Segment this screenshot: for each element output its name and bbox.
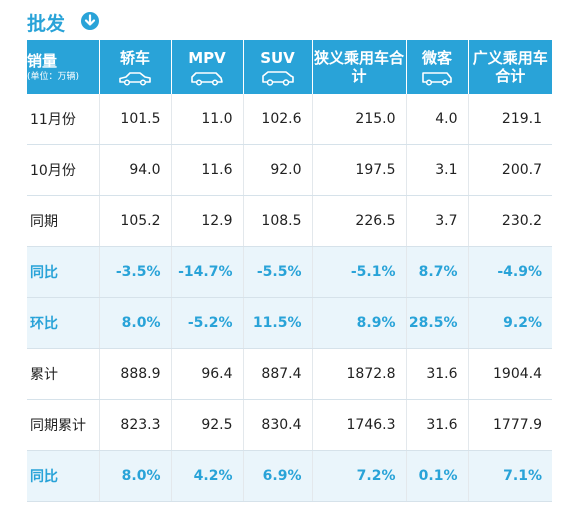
table-row: 11月份 101.5 11.0 102.6 215.0 4.0 219.1	[27, 94, 552, 145]
table-cell: 1872.8	[312, 348, 407, 400]
table-cell: 8.7%	[406, 246, 469, 298]
table-cell: 11.6	[171, 144, 244, 196]
table-row: 同期 105.2 12.9 108.5 226.5 3.7 230.2	[27, 195, 552, 247]
table-cell: 219.1	[468, 94, 552, 145]
table-cell: 823.3	[99, 399, 172, 451]
table-cell: 1904.4	[468, 348, 552, 400]
row-label: 同期累计	[27, 399, 100, 451]
header-label-cell: 销量 (单位：万辆)	[27, 40, 100, 94]
table-cell: 7.1%	[468, 450, 552, 502]
table-cell: 101.5	[99, 94, 172, 145]
table-cell: 108.5	[243, 195, 313, 247]
table-cell: 8.0%	[99, 297, 172, 349]
table-cell: 11.5%	[243, 297, 313, 349]
table-row: 环比 8.0% -5.2% 11.5% 8.9% 28.5% 9.2%	[27, 297, 552, 349]
car-icon	[119, 71, 151, 86]
table-cell: 7.2%	[312, 450, 407, 502]
table-cell: -4.9%	[468, 246, 552, 298]
table-cell: 9.2%	[468, 297, 552, 349]
table-cell: 4.0	[406, 94, 469, 145]
table-cell: -3.5%	[99, 246, 172, 298]
row-label: 同期	[27, 195, 100, 247]
row-label: 累计	[27, 348, 100, 400]
row-label: 同比	[27, 246, 100, 298]
mpv-icon	[191, 71, 223, 86]
table-cell: 197.5	[312, 144, 407, 196]
column-header-label: SUV	[260, 48, 295, 67]
table-cell: 8.0%	[99, 450, 172, 502]
table-header-row: 销量 (单位：万辆) 轿车 MPV SUV	[27, 40, 552, 94]
column-header: 微客	[406, 40, 469, 94]
table-cell: 31.6	[406, 399, 469, 451]
header-unit: (单位：万辆)	[27, 71, 80, 82]
sales-table: 销量 (单位：万辆) 轿车 MPV SUV	[27, 40, 552, 502]
table-row: 10月份 94.0 11.6 92.0 197.5 3.1 200.7	[27, 144, 552, 196]
table-row: 同比 8.0% 4.2% 6.9% 7.2% 0.1% 7.1%	[27, 450, 552, 502]
title-bar: 批发	[0, 0, 580, 40]
table-row: 累计 888.9 96.4 887.4 1872.8 31.6 1904.4	[27, 348, 552, 400]
table-cell: 12.9	[171, 195, 244, 247]
table-cell: 1746.3	[312, 399, 407, 451]
download-circle-icon	[81, 12, 99, 30]
column-header: 轿车	[99, 40, 172, 94]
table-cell: -5.1%	[312, 246, 407, 298]
column-header: 狭义乘用车合计	[312, 40, 407, 94]
table-cell: 830.4	[243, 399, 313, 451]
table-cell: 92.5	[171, 399, 244, 451]
row-label: 环比	[27, 297, 100, 349]
table-cell: 96.4	[171, 348, 244, 400]
table-cell: 215.0	[312, 94, 407, 145]
table-row: 同期累计 823.3 92.5 830.4 1746.3 31.6 1777.9	[27, 399, 552, 451]
table-cell: 105.2	[99, 195, 172, 247]
page-title: 批发	[27, 13, 66, 35]
table-cell: 6.9%	[243, 450, 313, 502]
row-label: 同比	[27, 450, 100, 502]
column-header-label: MPV	[188, 48, 226, 67]
table-cell: 230.2	[468, 195, 552, 247]
table-cell: 4.2%	[171, 450, 244, 502]
table-cell: 3.7	[406, 195, 469, 247]
row-label: 10月份	[27, 144, 100, 196]
column-header-label: 轿车	[119, 48, 150, 67]
minivan-icon	[422, 71, 452, 86]
table-cell: 102.6	[243, 94, 313, 145]
suv-icon	[261, 70, 294, 86]
row-label: 11月份	[27, 94, 100, 145]
column-header: SUV	[243, 40, 313, 94]
table-cell: 0.1%	[406, 450, 469, 502]
header-label: 销量	[27, 51, 58, 70]
column-header-label: 微客	[421, 48, 452, 67]
table-row: 同比 -3.5% -14.7% -5.5% -5.1% 8.7% -4.9%	[27, 246, 552, 298]
column-header-label: 广义乘用车合计	[472, 49, 548, 85]
table-cell: -5.5%	[243, 246, 313, 298]
table-cell: -14.7%	[171, 246, 244, 298]
table-cell: 888.9	[99, 348, 172, 400]
column-header-label: 狭义乘用车合计	[313, 49, 404, 85]
table-cell: 1777.9	[468, 399, 552, 451]
table-cell: 200.7	[468, 144, 552, 196]
table-cell: -5.2%	[171, 297, 244, 349]
table-cell: 28.5%	[406, 297, 469, 349]
table-cell: 94.0	[99, 144, 172, 196]
table-cell: 226.5	[312, 195, 407, 247]
table-cell: 3.1	[406, 144, 469, 196]
column-header: 广义乘用车合计	[468, 40, 552, 94]
table-cell: 8.9%	[312, 297, 407, 349]
table-cell: 11.0	[171, 94, 244, 145]
table-cell: 31.6	[406, 348, 469, 400]
table-cell: 92.0	[243, 144, 313, 196]
column-header: MPV	[171, 40, 244, 94]
table-cell: 887.4	[243, 348, 313, 400]
